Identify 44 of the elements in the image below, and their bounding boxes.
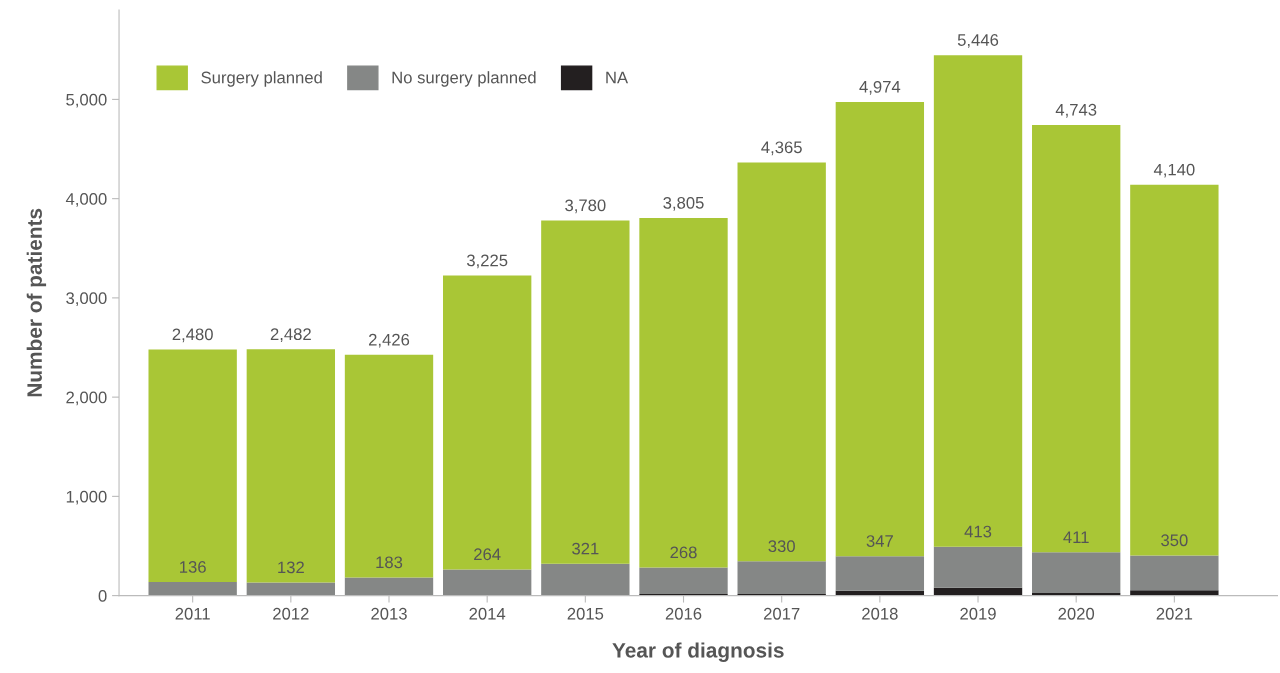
total-label: 3,225	[466, 254, 508, 269]
data-label: 347	[866, 535, 893, 547]
y-tick-label: 3,000	[66, 292, 107, 307]
data-label: 350	[1161, 534, 1188, 547]
y-tick-label: 0	[98, 590, 107, 602]
y-axis-title: Number of patients	[26, 208, 47, 397]
x-tick-label: 2011	[175, 607, 210, 620]
x-tick-label: 2016	[665, 607, 702, 620]
x-tick-label: 2015	[567, 607, 604, 620]
total-label: 2,480	[172, 328, 213, 343]
x-tick-label: 2020	[1058, 607, 1095, 620]
data-label: 183	[376, 556, 403, 569]
legend-label: Surgery planned	[201, 71, 322, 87]
x-tick-label: 2018	[862, 607, 898, 620]
total-label: 4,743	[1055, 103, 1097, 118]
total-label: 3,780	[565, 199, 606, 214]
data-label: 268	[670, 546, 697, 559]
y-tick-label: 4,000	[65, 193, 107, 207]
y-tick-label: 5,000	[66, 93, 107, 108]
x-tick-label: 2013	[371, 607, 407, 620]
y-tick-label: 2,000	[66, 391, 107, 406]
total-label: 3,805	[663, 196, 704, 211]
data-label: 264	[474, 548, 501, 561]
data-label: 411	[1063, 531, 1089, 543]
x-tick-label: 2021	[1156, 607, 1193, 620]
legend-label: NA	[606, 71, 629, 84]
x-tick-label: 2012	[273, 607, 309, 620]
total-label: 4,365	[761, 141, 802, 156]
x-tick-label: 2017	[763, 607, 800, 620]
data-label: 330	[768, 540, 795, 553]
legend-label: No surgery planned	[392, 71, 536, 87]
x-tick-label: 2014	[469, 607, 506, 620]
total-label: 4,974	[859, 80, 901, 95]
x-tick-label: 2019	[960, 607, 996, 620]
total-label: 2,482	[270, 328, 311, 343]
y-tick-label: 1,000	[66, 490, 107, 505]
data-label: 321	[572, 542, 599, 555]
data-label: 136	[180, 561, 206, 573]
total-label: 2,426	[368, 333, 410, 348]
total-label: 5,446	[957, 34, 999, 48]
x-axis-title: Year of diagnosis	[612, 642, 784, 662]
data-label: 132	[278, 561, 304, 574]
data-label: 413	[964, 525, 992, 538]
total-label: 4,140	[1153, 163, 1195, 178]
